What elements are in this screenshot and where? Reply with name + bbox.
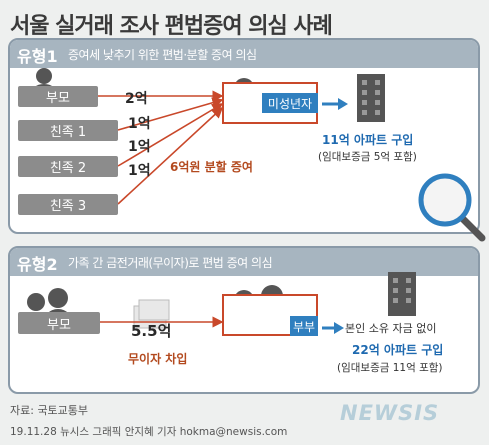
transfer-arrows [98,90,224,205]
giver-relative-1: 친족 1 [18,120,118,141]
type2-header: 유형2 가족 간 금전거래(무이자)로 편법 증여 의심 [10,248,478,276]
amount-relative-3: 1억 [128,163,151,179]
newsis-logo: NEWSIS [340,401,440,425]
apartment-22-label: 22억 아파트 구입 [352,343,444,357]
loan-amount: 5.5억 [131,322,172,340]
minor-label: 미성년자 [262,93,318,113]
amount-relative-1: 1억 [128,116,151,132]
magnifier-icon [418,173,486,242]
interest-free-loan-label: 무이자 차입 [128,352,188,366]
type2-panel: 유형2 가족 간 금전거래(무이자)로 편법 증여 의심 [8,246,480,394]
apartment-building-2-icon [388,272,416,316]
lender-parents: 부모 [18,312,100,334]
giver-relative-3: 친족 3 [18,194,118,215]
couple-label: 부부 [290,316,318,336]
apartment-building-icon [357,74,385,122]
deposit-5-label: (임대보증금 5억 포함) [318,151,417,163]
type1-tag: 유형1 [17,47,58,66]
giver-parent: 부모 [18,86,98,107]
type1-description: 증여세 낮추기 위한 편법·분할 증여 의심 [68,48,257,62]
no-own-funds-label: 본인 소유 자금 없이 [345,322,437,335]
giver-relative-2: 친족 2 [18,156,118,177]
type1-header: 유형1 증여세 낮추기 위한 편법·분할 증여 의심 [10,40,478,68]
credit-line: 19.11.28 뉴시스 그래픽 안지혜 기자 hokma@newsis.com [10,426,288,438]
source-note: 자료: 국토교통부 [10,404,89,417]
purchase-arrow-2-icon [322,322,344,334]
amount-parent: 2억 [125,91,148,107]
split-gift-label: 6억원 분할 증여 [170,160,253,174]
page-title: 서울 실거래 조사 편법증여 의심 사례 [10,14,333,39]
apartment-11-label: 11억 아파트 구입 [322,133,414,147]
purchase-arrow-icon [322,98,348,110]
deposit-11-label: (임대보증금 11억 포함) [337,362,443,374]
type2-description: 가족 간 금전거래(무이자)로 편법 증여 의심 [68,256,273,270]
type2-tag: 유형2 [17,255,58,274]
amount-relative-2: 1억 [128,139,151,155]
